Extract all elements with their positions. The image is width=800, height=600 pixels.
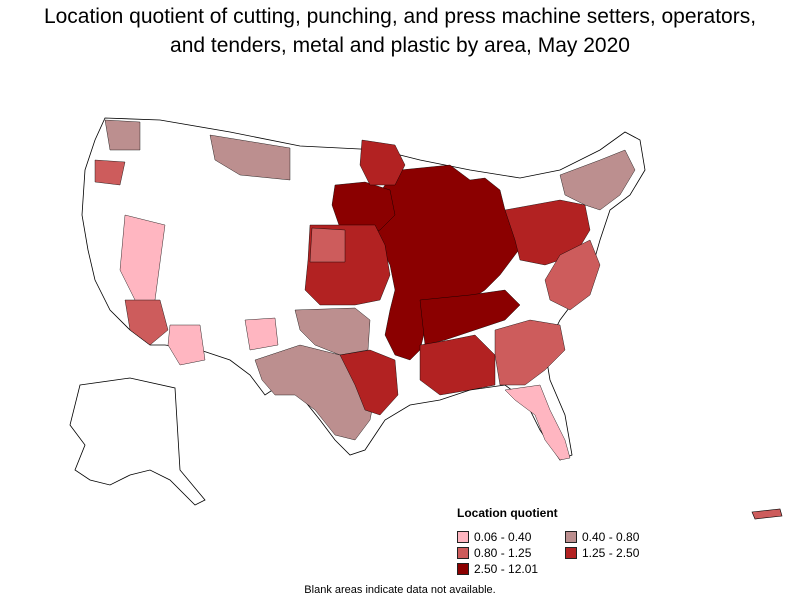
legend-label-2: 0.40 - 0.80 — [582, 530, 640, 544]
legend-title: Location quotient — [457, 506, 558, 520]
region-nebraska-west — [309, 227, 346, 263]
legend-swatch-5 — [457, 563, 469, 575]
region-oregon-west — [94, 159, 126, 186]
region-minnesota-north — [359, 139, 406, 186]
region-east-texas — [339, 349, 399, 416]
region-arizona — [167, 324, 206, 366]
region-montana — [209, 134, 291, 181]
legend-item-4: 1.25 - 2.50 — [565, 546, 675, 560]
legend-swatch-4 — [565, 547, 577, 559]
legend-label-5: 2.50 - 12.01 — [474, 562, 539, 576]
legend-swatch-3 — [457, 547, 469, 559]
region-new-mexico — [244, 317, 279, 351]
region-georgia-carolinas — [494, 319, 566, 386]
map-title-line-2: and tenders, metal and plastic by area, … — [170, 34, 630, 57]
footnote: Blank areas indicate data not available. — [304, 584, 496, 596]
alaska-outline — [69, 377, 206, 506]
puerto-rico — [751, 508, 783, 520]
legend-item-1: 0.06 - 0.40 — [457, 530, 565, 544]
legend-label-4: 1.25 - 2.50 — [582, 546, 640, 560]
legend-label-1: 0.06 - 0.40 — [474, 530, 532, 544]
legend-swatch-1 — [457, 531, 469, 543]
legend-item-3: 0.80 - 1.25 — [457, 546, 565, 560]
map-legend: Location quotient 0.06 - 0.40 0.40 - 0.8… — [457, 506, 697, 576]
map-title-line-1: Location quotient of cutting, punching, … — [43, 5, 757, 28]
region-mid-atlantic — [544, 239, 601, 311]
legend-swatch-2 — [565, 531, 577, 543]
map-title: Location quotient of cutting, punching, … — [0, 2, 800, 60]
legend-item-5: 2.50 - 12.01 — [457, 562, 565, 576]
legend-item-2: 0.40 - 0.80 — [565, 530, 675, 544]
region-new-york-new-england — [559, 149, 636, 211]
region-florida — [504, 384, 571, 461]
region-mississippi-alabama — [419, 334, 496, 396]
region-washington — [104, 119, 141, 151]
region-southern-california — [124, 299, 169, 346]
legend-label-3: 0.80 - 1.25 — [474, 546, 532, 560]
